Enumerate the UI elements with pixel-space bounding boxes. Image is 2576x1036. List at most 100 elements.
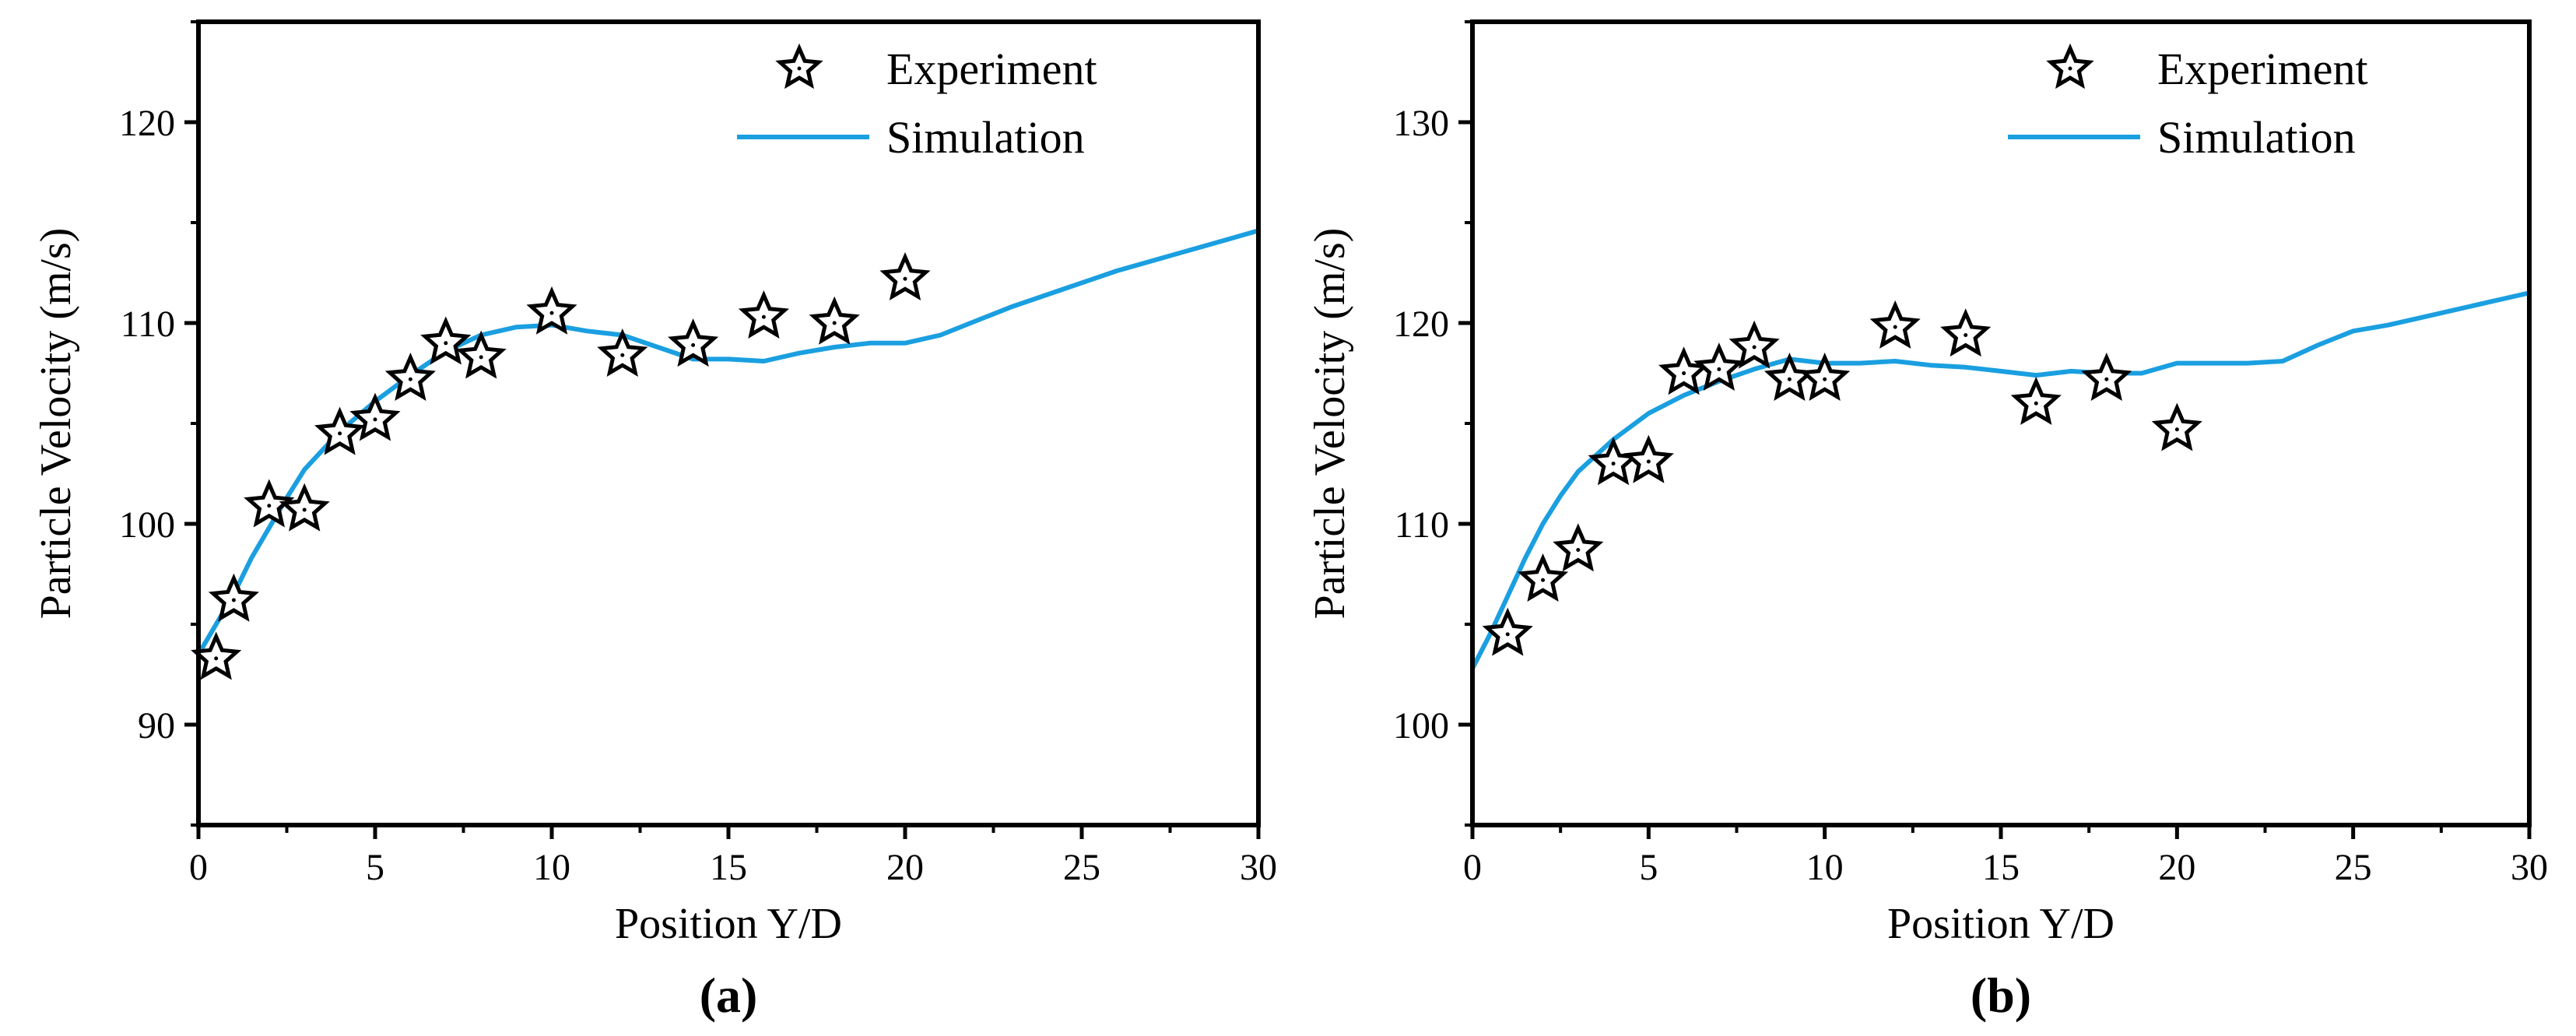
experiment-point-center xyxy=(620,353,625,357)
experiment-point xyxy=(668,318,719,367)
experiment-point xyxy=(1623,434,1674,483)
experiment-point xyxy=(1940,308,1992,357)
plot-frame xyxy=(196,19,1261,827)
experiment-point xyxy=(208,573,259,622)
y-axis-label: Particle Velocity (m/s) xyxy=(1306,228,1354,620)
x-tick-label: 30 xyxy=(1240,847,1277,888)
y-tick-label: 120 xyxy=(1393,304,1449,345)
simulation-line xyxy=(196,228,1259,656)
experiment-point-center xyxy=(302,507,307,512)
experiment-point-center xyxy=(1717,367,1721,371)
experiment-point-center xyxy=(549,311,554,315)
experiment-point-center xyxy=(1541,578,1546,582)
x-axis-label: Position Y/D xyxy=(1887,900,2114,948)
panel-label: (a) xyxy=(700,968,758,1023)
experiment-point-center xyxy=(479,355,483,360)
experiment-point xyxy=(384,352,436,401)
experiment-point-center xyxy=(1893,325,1897,329)
plot-frame xyxy=(1470,19,2532,827)
y-tick-label: 100 xyxy=(119,504,175,546)
experiment-point-center xyxy=(1576,548,1581,553)
experiment-point-center xyxy=(903,276,907,281)
experiment-point-center xyxy=(408,377,412,381)
x-tick-label: 20 xyxy=(2158,847,2195,888)
legend-simulation-label: Simulation xyxy=(2157,112,2356,163)
experiment-point xyxy=(420,316,472,365)
experiment-point xyxy=(191,631,242,680)
simulation-line xyxy=(1470,290,2530,670)
experiment-point xyxy=(349,392,401,441)
experiment-point-center xyxy=(1611,462,1616,466)
experiment-point xyxy=(2151,402,2202,451)
experiment-point xyxy=(455,330,507,379)
x-tick-label: 5 xyxy=(1639,847,1658,888)
experiment-point-center xyxy=(214,656,219,661)
experiment-point xyxy=(809,296,860,345)
panel-b: 0 5 10 15 20 25 30 100 110 120 130 Position Y/D Part… xyxy=(1306,19,2548,1023)
y-tick-label: 90 xyxy=(138,705,175,746)
experiment-point xyxy=(244,479,295,528)
experiment-point-center xyxy=(267,504,272,508)
experiment-point-center xyxy=(444,341,448,346)
experiment-point xyxy=(1728,320,1780,369)
experiment-point xyxy=(314,406,366,455)
experiment-point-center xyxy=(761,314,766,319)
experiment-point xyxy=(597,328,648,377)
experiment-point xyxy=(1869,300,1921,349)
experiment-point-center xyxy=(1823,377,1827,381)
legend-simulation-label: Simulation xyxy=(886,112,1085,163)
y-tick-label: 120 xyxy=(119,103,175,144)
x-tick-label: 30 xyxy=(2511,847,2548,888)
x-tick-label: 10 xyxy=(1806,847,1844,888)
x-tick-label: 15 xyxy=(710,847,747,888)
y-tick-label: 100 xyxy=(1393,705,1449,746)
experiment-point xyxy=(1693,342,1745,392)
x-tick-label: 15 xyxy=(1982,847,2020,888)
experiment-point-center xyxy=(338,431,342,436)
experiment-point-center xyxy=(691,342,696,347)
y-tick-label: 110 xyxy=(121,304,175,345)
x-tick-label: 25 xyxy=(1063,847,1100,888)
experiment-point xyxy=(526,286,577,335)
x-tick-label: 25 xyxy=(2335,847,2372,888)
experiment-point-center xyxy=(231,598,236,602)
legend-experiment-label: Experiment xyxy=(886,44,1097,94)
experiment-point xyxy=(1553,523,1604,572)
experiment-point xyxy=(2081,352,2132,401)
legend-star-center xyxy=(2068,66,2072,71)
experiment-point-center xyxy=(1787,377,1792,381)
x-tick-label: 5 xyxy=(366,847,384,888)
y-axis-label: Particle Velocity (m/s) xyxy=(32,228,80,620)
x-tick-label: 20 xyxy=(886,847,924,888)
experiment-point-center xyxy=(2104,377,2109,381)
experiment-point xyxy=(1658,346,1710,395)
experiment-point xyxy=(1517,553,1569,602)
experiment-point-center xyxy=(1646,459,1651,464)
experiment-point xyxy=(879,251,931,300)
experiment-point-center xyxy=(2034,401,2038,406)
y-tick-label: 110 xyxy=(1395,504,1449,546)
y-tick-label: 130 xyxy=(1393,103,1449,144)
experiment-point-center xyxy=(1752,345,1757,349)
legend-experiment-label: Experiment xyxy=(2157,44,2368,94)
experiment-point-center xyxy=(2174,427,2179,432)
experiment-point xyxy=(1588,437,1639,486)
experiment-point xyxy=(738,290,789,339)
experiment-point xyxy=(2010,376,2062,425)
experiment-point-center xyxy=(1505,632,1510,637)
experiment-point-center xyxy=(1682,371,1686,375)
experiment-point xyxy=(1482,607,1533,656)
x-tick-label: 10 xyxy=(533,847,570,888)
experiment-point xyxy=(279,483,330,532)
experiment-point-center xyxy=(1964,332,1968,337)
panel-a: 0 5 10 15 20 25 30 90 100 110 120 Position Y/D Parti… xyxy=(32,19,1277,1023)
x-tick-label: 0 xyxy=(1463,847,1482,888)
experiment-point-center xyxy=(832,321,837,325)
experiment-point-center xyxy=(373,417,377,422)
panel-label: (b) xyxy=(1971,968,2031,1023)
experiment-point xyxy=(1799,352,1851,401)
x-axis-label: Position Y/D xyxy=(615,900,842,948)
x-tick-label: 0 xyxy=(189,847,208,888)
legend-star-center xyxy=(797,66,802,71)
